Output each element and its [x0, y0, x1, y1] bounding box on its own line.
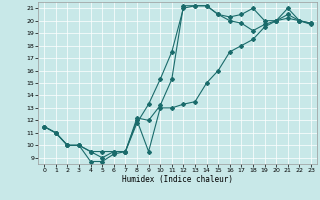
- X-axis label: Humidex (Indice chaleur): Humidex (Indice chaleur): [122, 175, 233, 184]
